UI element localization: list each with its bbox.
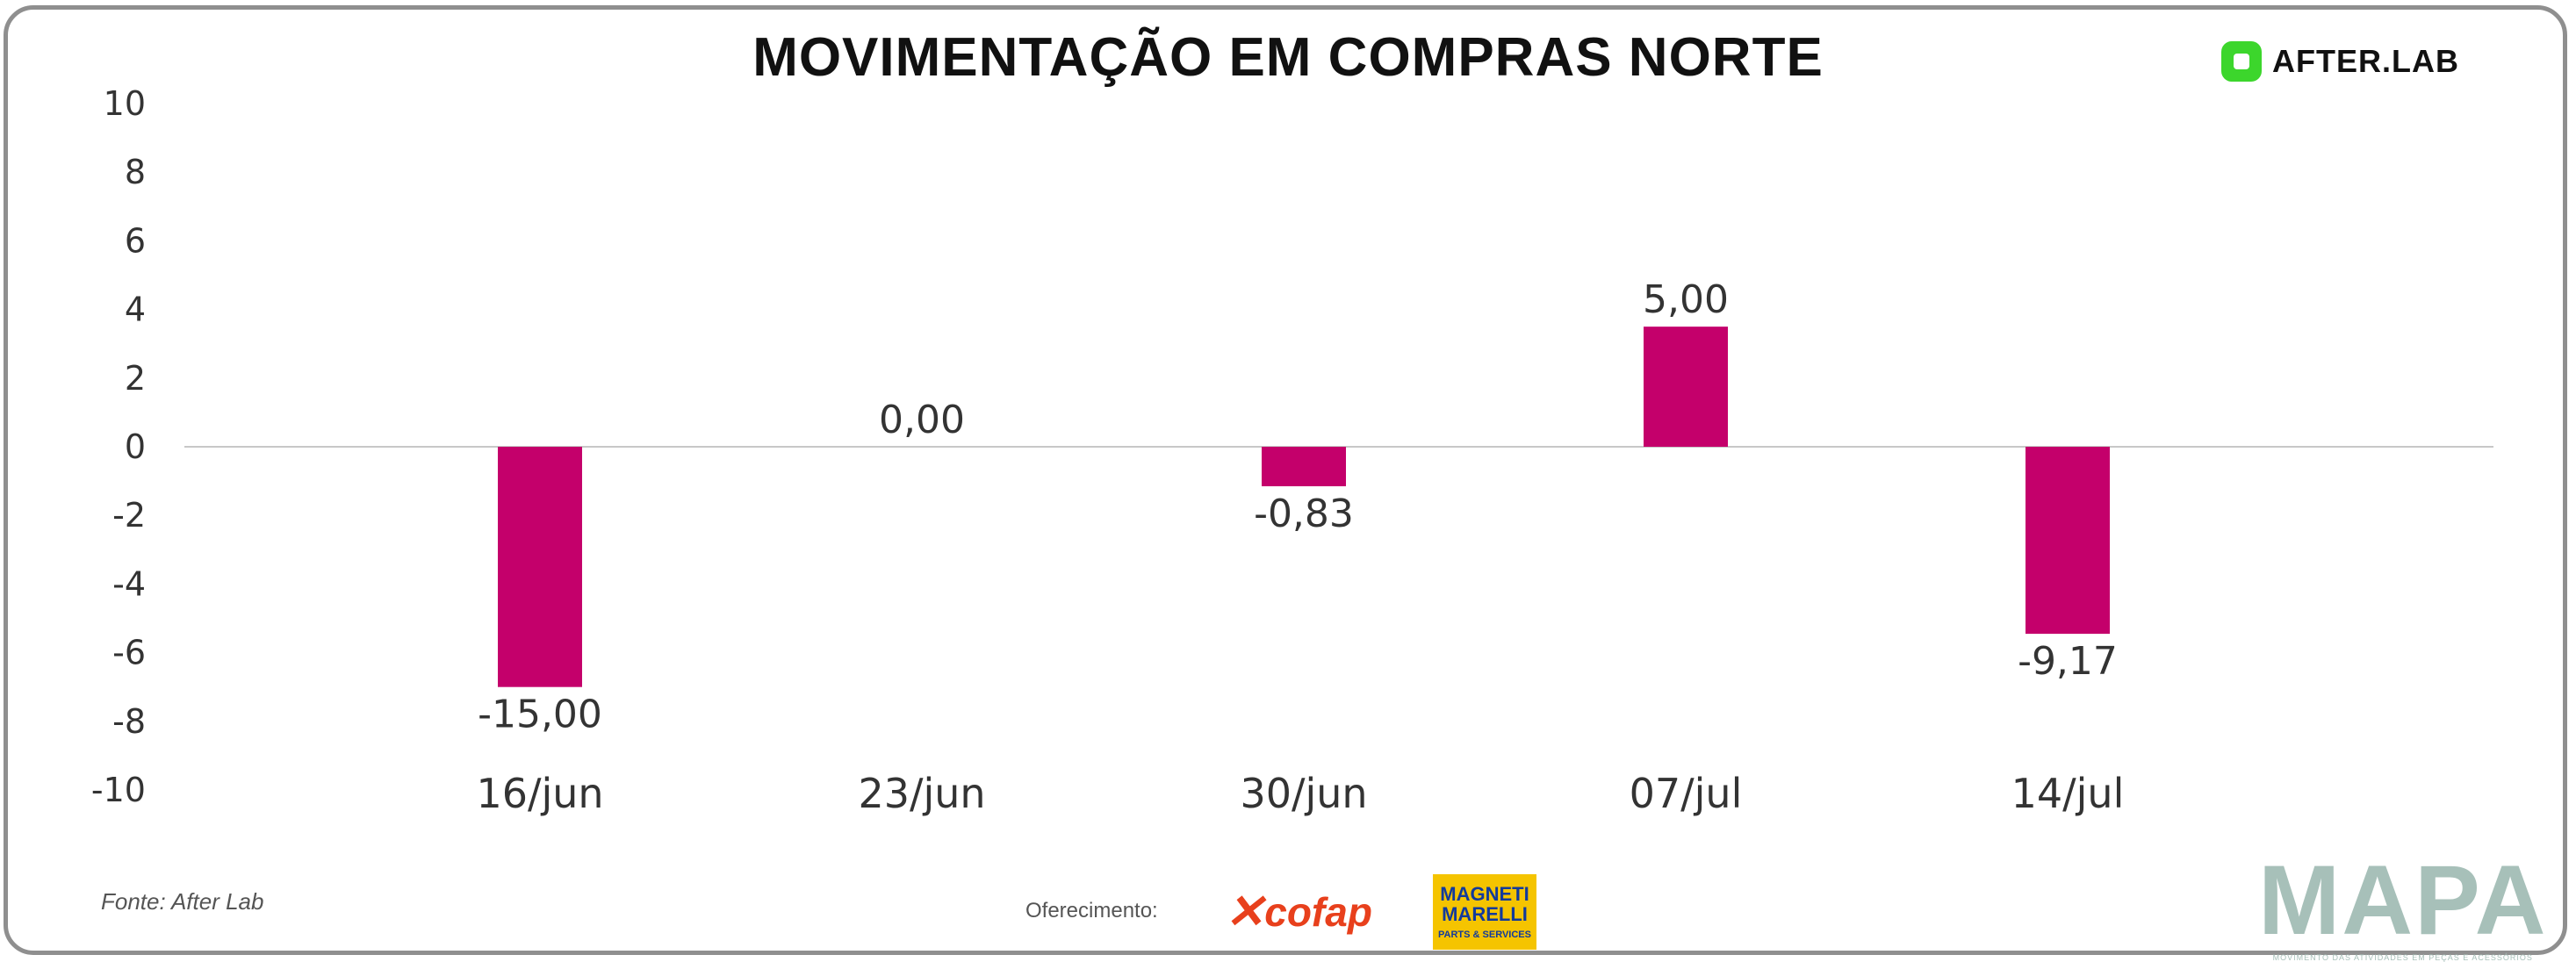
x-tick-label: 23/jun	[858, 770, 985, 817]
x-tick-label: 14/jul	[2011, 770, 2125, 817]
y-tick-label: 6	[125, 221, 146, 260]
cofap-logo-text: cofap	[1264, 889, 1372, 935]
cofap-x-icon: ✕	[1225, 886, 1265, 938]
cofap-logo: ✕ cofap	[1225, 888, 1372, 936]
y-tick-label: -4	[112, 564, 146, 603]
source-note: Fonte: After Lab	[101, 888, 264, 915]
bar	[1262, 447, 1346, 486]
afterlab-logo-text: AFTER.LAB	[2272, 43, 2459, 79]
chart-title: MOVIMENTAÇÃO EM COMPRAS NORTE	[752, 27, 1824, 88]
bar	[1644, 327, 1728, 447]
y-tick-label: 4	[125, 291, 146, 329]
magneti-logo-subtext: PARTS & SERVICES	[1438, 930, 1531, 941]
mapa-logo-subtext: MOVIMENTO DAS ATIVIDADES EM PEÇAS E ACES…	[2272, 953, 2533, 962]
mapa-logo-text: MAPA	[2258, 845, 2548, 955]
sponsor-label: Oferecimento:	[1025, 899, 1158, 923]
data-label: -15,00	[478, 693, 602, 737]
data-label: 0,00	[879, 398, 965, 442]
magneti-marelli-logo: MAGNETI MARELLI PARTS & SERVICES	[1433, 874, 1536, 950]
y-tick-label: -6	[112, 634, 146, 672]
y-tick-label: -2	[112, 496, 146, 535]
data-label: 5,00	[1643, 277, 1729, 322]
data-label: -0,83	[1254, 492, 1354, 536]
mapa-logo: MAPA MOVIMENTO DAS ATIVIDADES EM PEÇAS E…	[2258, 851, 2547, 962]
data-label: -9,17	[2018, 639, 2118, 684]
afterlab-logo: AFTER.LAB	[2221, 37, 2459, 86]
y-tick-label: -8	[112, 702, 146, 741]
bar	[2026, 447, 2110, 635]
y-tick-label: 10	[104, 84, 146, 123]
y-tick-label: 8	[125, 153, 146, 191]
magneti-logo-text: MAGNETI MARELLI	[1440, 882, 1529, 925]
y-tick-label: -10	[91, 771, 146, 809]
x-tick-label: 16/jun	[476, 770, 603, 817]
y-tick-label: 0	[125, 427, 146, 466]
x-tick-label: 30/jun	[1240, 770, 1367, 817]
bar	[498, 447, 582, 687]
x-tick-label: 07/jul	[1630, 770, 1743, 817]
afterlab-mark-icon	[2221, 41, 2262, 82]
y-tick-label: 2	[125, 359, 146, 398]
